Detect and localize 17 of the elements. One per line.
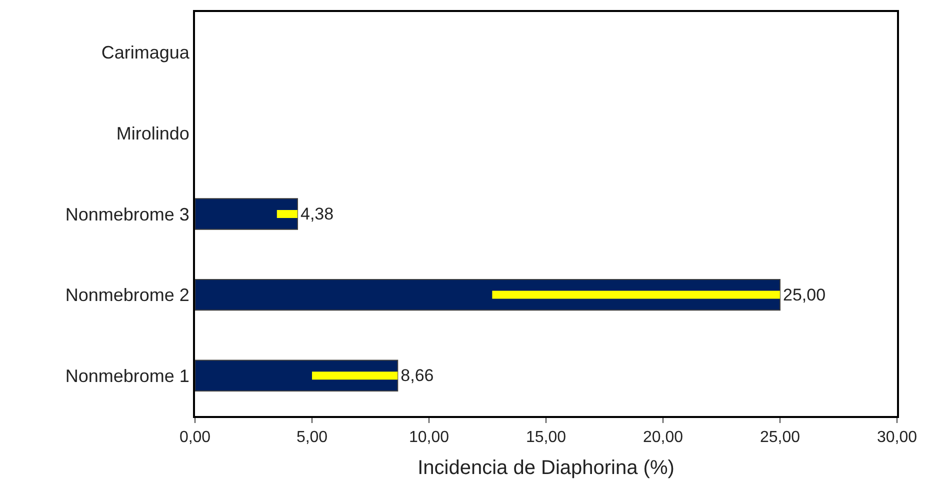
- y-tick-label: Carimagua: [101, 42, 190, 63]
- bar: [195, 198, 298, 230]
- y-tick-label: Mirolindo: [116, 124, 190, 144]
- x-tick-label: 15,00: [526, 429, 566, 446]
- x-tick-label: 0,00: [179, 429, 211, 446]
- x-axis-title: Incidencia de Diaphorina (%): [418, 457, 674, 480]
- y-tick-label: Nonmebrome 2: [65, 285, 190, 306]
- y-tick-label: Nonmebrome 1: [65, 366, 190, 386]
- x-tick-label: 5,00: [296, 429, 328, 446]
- x-tick-label: 25,00: [760, 429, 800, 446]
- x-tick-label: 30,00: [876, 429, 918, 446]
- data-label: 8,66: [400, 366, 434, 386]
- data-label: 4,38: [300, 204, 334, 224]
- x-tick-label: 10,00: [408, 429, 450, 446]
- data-label: 25,00: [783, 285, 826, 304]
- y-tick-label: Nonmebrome 3: [65, 204, 190, 224]
- x-tick-label: 20,00: [642, 429, 684, 446]
